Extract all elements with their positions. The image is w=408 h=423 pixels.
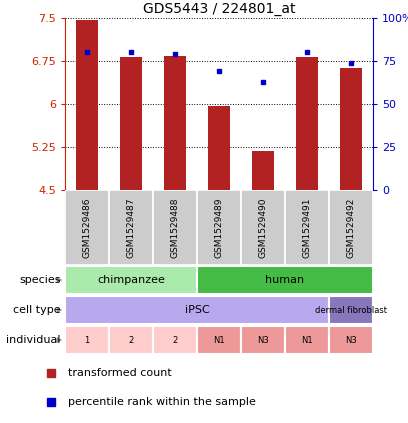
Bar (285, 190, 329, 265)
Bar (164, 56, 186, 190)
Text: percentile rank within the sample: percentile rank within the sample (68, 397, 255, 407)
Bar (153, 326, 197, 354)
Text: iPSC: iPSC (185, 305, 209, 315)
Title: GDS5443 / 224801_at: GDS5443 / 224801_at (143, 2, 295, 16)
Bar (197, 266, 373, 294)
Bar (329, 296, 373, 324)
Text: GSM1529489: GSM1529489 (215, 197, 224, 258)
Text: N1: N1 (213, 335, 225, 344)
Bar (197, 190, 241, 265)
Text: GSM1529491: GSM1529491 (302, 197, 311, 258)
Bar (329, 190, 373, 265)
Bar (109, 190, 153, 265)
Bar (65, 326, 109, 354)
Text: GSM1529492: GSM1529492 (346, 197, 355, 258)
Text: 1: 1 (84, 335, 90, 344)
Text: GSM1529490: GSM1529490 (259, 197, 268, 258)
Bar (65, 266, 197, 294)
Bar (285, 326, 329, 354)
Text: N1: N1 (301, 335, 313, 344)
Text: N3: N3 (257, 335, 269, 344)
Bar (65, 296, 329, 324)
Text: human: human (266, 275, 304, 285)
Text: 2: 2 (129, 335, 134, 344)
Bar (340, 68, 362, 190)
Text: transformed count: transformed count (68, 368, 171, 378)
Bar (241, 326, 285, 354)
Text: species: species (20, 275, 61, 285)
Bar (109, 326, 153, 354)
Bar (197, 326, 241, 354)
Text: dermal fibroblast: dermal fibroblast (315, 305, 387, 314)
Bar (120, 57, 142, 190)
Bar (296, 57, 318, 190)
Text: individual: individual (7, 335, 61, 345)
Text: cell type: cell type (13, 305, 61, 315)
Text: GSM1529488: GSM1529488 (171, 197, 180, 258)
Bar (241, 190, 285, 265)
Text: GSM1529486: GSM1529486 (82, 197, 91, 258)
Bar (153, 190, 197, 265)
Text: GSM1529487: GSM1529487 (126, 197, 135, 258)
Bar (76, 20, 98, 190)
Text: chimpanzee: chimpanzee (97, 275, 165, 285)
Bar (329, 326, 373, 354)
Bar (65, 190, 109, 265)
Bar (208, 106, 230, 190)
Text: 2: 2 (172, 335, 177, 344)
Text: N3: N3 (345, 335, 357, 344)
Bar (252, 151, 274, 190)
